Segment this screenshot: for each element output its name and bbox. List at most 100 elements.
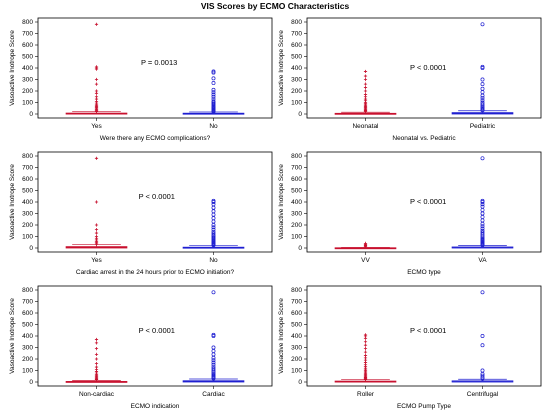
y-tick-label: 800 xyxy=(291,153,302,160)
y-tick-label: 500 xyxy=(291,54,302,61)
y-tick-label: 0 xyxy=(298,111,302,118)
outlier-marker xyxy=(480,228,485,233)
y-tick-label: 400 xyxy=(22,333,33,340)
y-tick-label: 200 xyxy=(22,222,33,229)
p-value-label: P < 0.0001 xyxy=(139,326,175,335)
y-axis-label: Vasoactive Inotrope Score xyxy=(278,30,285,106)
plot-frame xyxy=(37,17,273,119)
outlier-marker xyxy=(211,87,216,92)
outlier-marker xyxy=(211,69,216,74)
plot-frame xyxy=(37,285,273,387)
y-tick-label: 100 xyxy=(22,234,33,241)
outlier-marker xyxy=(480,373,485,378)
category-label: Yes xyxy=(91,257,102,264)
y-tick-label: 800 xyxy=(291,19,302,26)
outlier-marker xyxy=(211,94,216,99)
y-tick-label: 300 xyxy=(291,345,302,352)
outlier-marker xyxy=(211,200,216,204)
y-tick-label: 800 xyxy=(291,287,302,294)
category-label: No xyxy=(209,257,218,264)
y-tick-label: 700 xyxy=(22,31,33,38)
category-label: Yes xyxy=(91,123,102,130)
outlier-marker xyxy=(480,236,485,241)
y-tick-label: 500 xyxy=(22,54,33,61)
outlier-marker xyxy=(211,366,216,371)
outlier-marker xyxy=(211,99,216,104)
category-label: Non-cardiac xyxy=(79,391,115,398)
outlier-marker xyxy=(211,205,216,210)
outlier-marker xyxy=(94,77,99,82)
outlier-marker xyxy=(94,156,99,160)
y-tick-label: 0 xyxy=(29,111,33,118)
outlier-marker xyxy=(94,22,99,26)
outlier-marker xyxy=(211,290,216,295)
y-tick-label: 700 xyxy=(22,299,33,306)
outlier-marker xyxy=(480,290,485,295)
outlier-marker xyxy=(211,80,216,85)
y-tick-label: 300 xyxy=(22,211,33,218)
y-tick-label: 500 xyxy=(291,188,302,195)
outlier-marker xyxy=(211,362,216,367)
outlier-marker xyxy=(363,69,368,74)
p-value-label: P < 0.0001 xyxy=(410,326,446,335)
panel-2: 0 100 200 300 400 500 600 700 800 Vasoactive Inot… xyxy=(278,17,542,142)
outlier-marker xyxy=(480,237,485,242)
outlier-marker xyxy=(94,347,99,351)
outlier-marker xyxy=(363,241,368,245)
y-tick-label: 100 xyxy=(22,100,33,107)
y-tick-label: 0 xyxy=(298,245,302,252)
outlier-marker xyxy=(94,65,99,69)
y-tick-label: 100 xyxy=(22,368,33,375)
y-tick-label: 400 xyxy=(291,333,302,340)
y-tick-label: 800 xyxy=(22,19,33,26)
y-tick-label: 400 xyxy=(22,65,33,72)
y-tick-label: 100 xyxy=(291,368,302,375)
panel-1: 0 100 200 300 400 500 600 700 800 Vasoactive Inot… xyxy=(9,17,273,142)
outlier-marker xyxy=(363,92,368,97)
y-axis-label: Vasoactive Inotrope Score xyxy=(9,164,16,240)
outlier-marker xyxy=(480,98,485,103)
y-tick-label: 400 xyxy=(291,65,302,72)
x-axis-label: ECMO type xyxy=(407,269,441,276)
outlier-marker xyxy=(363,333,368,337)
outlier-marker xyxy=(480,95,485,100)
outlier-marker xyxy=(480,102,485,107)
outlier-marker xyxy=(480,90,485,95)
plot-frame xyxy=(306,285,542,387)
outlier-marker xyxy=(363,77,368,82)
outlier-marker xyxy=(480,100,485,105)
y-tick-label: 600 xyxy=(22,310,33,317)
outlier-marker xyxy=(211,231,216,236)
outlier-marker xyxy=(94,82,99,86)
y-tick-label: 200 xyxy=(22,88,33,95)
outlier-marker xyxy=(480,226,485,231)
outlier-marker xyxy=(211,101,216,106)
x-axis-label: ECMO Pump Type xyxy=(397,403,451,410)
p-value-label: P < 0.0001 xyxy=(139,192,175,201)
outlier-marker xyxy=(211,349,216,353)
y-tick-label: 700 xyxy=(291,165,302,172)
outlier-marker xyxy=(363,350,368,354)
outlier-marker xyxy=(363,347,368,351)
y-tick-label: 600 xyxy=(291,310,302,317)
outlier-marker xyxy=(480,198,485,203)
y-tick-label: 500 xyxy=(22,188,33,195)
outlier-marker xyxy=(94,362,99,366)
outlier-marker xyxy=(363,74,368,78)
y-tick-label: 500 xyxy=(22,322,33,329)
outlier-marker xyxy=(94,231,99,235)
outlier-marker xyxy=(211,216,216,221)
outlier-marker xyxy=(94,95,99,99)
outlier-marker xyxy=(211,235,216,240)
outlier-marker xyxy=(480,66,485,70)
outlier-marker xyxy=(480,82,485,87)
y-tick-label: 500 xyxy=(291,322,302,329)
outlier-marker xyxy=(363,89,368,93)
outlier-marker xyxy=(211,360,216,365)
outlier-marker xyxy=(94,337,99,342)
y-tick-label: 100 xyxy=(291,234,302,241)
category-label: Neonatal xyxy=(352,123,379,130)
outlier-marker xyxy=(211,358,216,363)
outlier-marker xyxy=(211,76,216,81)
